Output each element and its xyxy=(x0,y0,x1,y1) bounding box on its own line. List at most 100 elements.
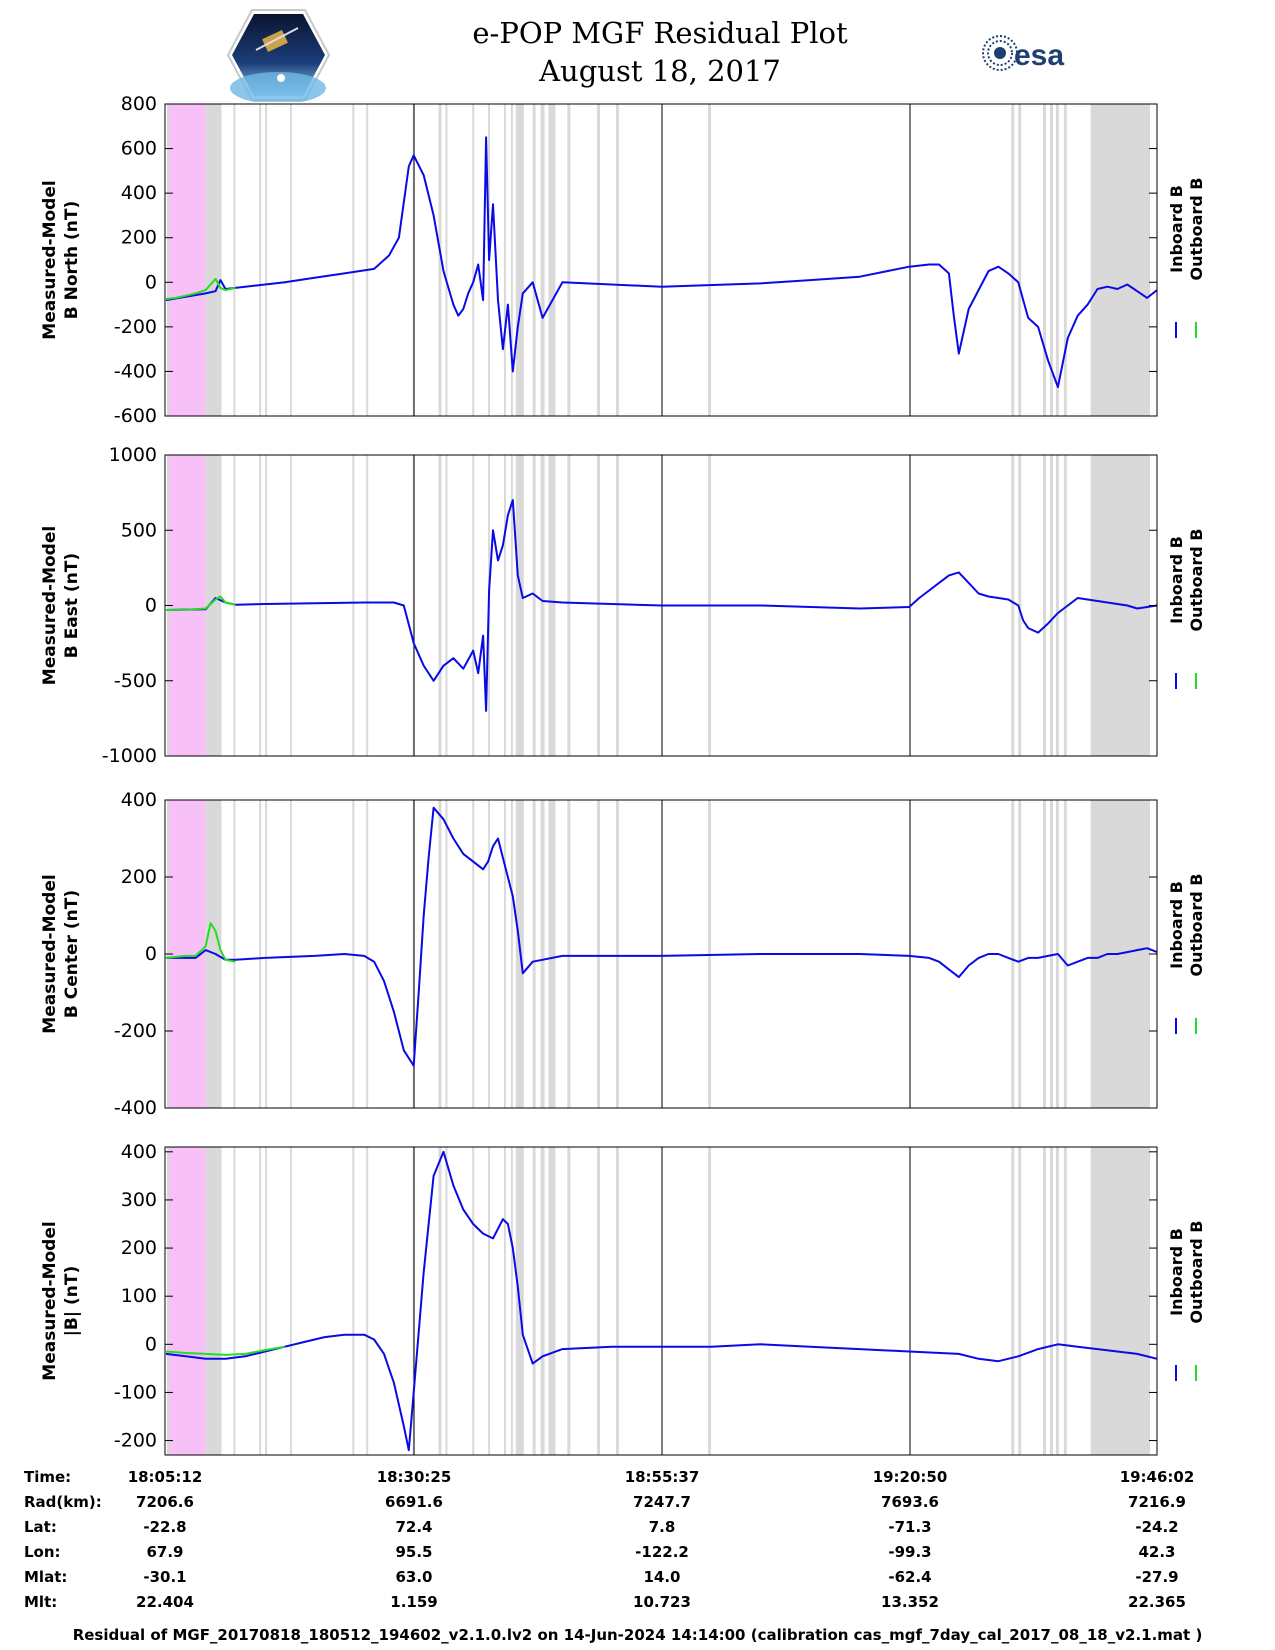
y-tick-label: 200 xyxy=(121,227,157,249)
data-gap-band xyxy=(1063,1147,1067,1455)
data-gap-band xyxy=(1011,104,1015,416)
data-gap-band xyxy=(1055,1147,1059,1455)
data-gap-band xyxy=(259,1147,262,1455)
ephemeris-cell: 63.0 xyxy=(395,1568,433,1586)
data-gap-band xyxy=(597,800,601,1108)
data-gap-band xyxy=(532,1147,536,1455)
ephemeris-cell: -122.2 xyxy=(635,1543,689,1561)
data-gap-band xyxy=(708,1147,712,1455)
data-gap-band xyxy=(366,800,369,1108)
y-tick-label: 400 xyxy=(121,1141,157,1163)
ephemeris-cell: 13.352 xyxy=(881,1593,939,1611)
data-gap-band xyxy=(366,1147,369,1455)
data-gap-band xyxy=(1049,1147,1053,1455)
ephemeris-cell: 7206.6 xyxy=(136,1493,194,1511)
y-tick-label: -600 xyxy=(114,405,157,427)
ephemeris-cell: 22.365 xyxy=(1128,1593,1186,1611)
data-gap-band xyxy=(472,455,475,756)
ephemeris-cell: 18:30:25 xyxy=(376,1468,452,1486)
data-gap-band xyxy=(259,104,262,416)
data-gap-band xyxy=(567,455,571,756)
data-gap-band xyxy=(540,455,545,756)
ephemeris-cell: 18:05:12 xyxy=(127,1468,203,1486)
ephemeris-table: Time: 18:05:12 18:30:25 18:55:37 19:20:50 19:… xyxy=(0,1468,1275,1628)
y-axis-label: B Center (nT) xyxy=(62,890,82,1018)
y-tick-label: -200 xyxy=(114,316,157,338)
data-gap-band xyxy=(615,800,619,1108)
data-gap-band xyxy=(1049,455,1053,756)
ephemeris-cell: -27.9 xyxy=(1135,1568,1179,1586)
y-tick-label: 400 xyxy=(121,182,157,204)
legend-label: Inboard B xyxy=(1167,1228,1186,1316)
legend-label: Inboard B xyxy=(1167,536,1186,624)
legend-label: Outboard B xyxy=(1187,874,1206,977)
ephemeris-row-label: Lat: xyxy=(24,1518,57,1536)
y-tick-label: 100 xyxy=(121,1285,157,1307)
y-tick-label: 1000 xyxy=(109,444,157,466)
data-gap-band xyxy=(515,455,524,756)
y-tick-label: -200 xyxy=(114,1430,157,1452)
y-tick-label: 0 xyxy=(145,1333,157,1355)
ephemeris-cell: 6691.6 xyxy=(385,1493,443,1511)
data-gap-band xyxy=(472,104,475,416)
data-gap-band xyxy=(532,455,536,756)
data-gap-band xyxy=(532,800,536,1108)
data-gap-band xyxy=(205,455,222,756)
data-gap-band xyxy=(1063,800,1067,1108)
ephemeris-cell: 67.9 xyxy=(146,1543,184,1561)
y-tick-label: 200 xyxy=(121,866,157,888)
data-gap-band xyxy=(445,800,448,1108)
ephemeris-cell: -71.3 xyxy=(888,1518,932,1536)
data-gap-band xyxy=(597,455,601,756)
chart-panel: -200 -100 0 100 200 300 400 Measured-Model |B| (… xyxy=(40,1141,1206,1456)
ephemeris-cell: -30.1 xyxy=(143,1568,187,1586)
chart-panel: -600 -400 -200 0 200 400 600 800 Measured-Model B… xyxy=(40,93,1206,427)
data-gap-band xyxy=(510,104,513,416)
ephemeris-cell: 14.0 xyxy=(643,1568,681,1586)
ephemeris-cell: 7247.7 xyxy=(633,1493,691,1511)
plot-frame xyxy=(164,799,1158,1109)
data-gap-band xyxy=(352,104,355,416)
data-gap-band xyxy=(503,1147,506,1455)
y-tick-label: -1000 xyxy=(102,745,157,767)
data-gap-band xyxy=(567,800,571,1108)
data-gap-band xyxy=(503,104,506,416)
legend-label: Outboard B xyxy=(1187,529,1206,632)
data-gap-band xyxy=(205,1147,222,1455)
footer-caption: Residual of MGF_20170818_180512_194602_v… xyxy=(72,1626,1203,1644)
ephemeris-cell: 95.5 xyxy=(395,1543,433,1561)
inboard-b-line xyxy=(165,136,1158,388)
data-gap-band xyxy=(548,1147,556,1455)
calibration-band xyxy=(168,455,206,756)
data-gap-band xyxy=(289,104,292,416)
data-gap-band xyxy=(265,1147,268,1455)
chart-title: e-POP MGF Residual Plot August 18, 2017 xyxy=(380,14,940,90)
data-gap-band xyxy=(1043,455,1047,756)
ephemeris-cell: 1.159 xyxy=(390,1593,438,1611)
chart-panel: -1000 -500 0 500 1000 Measured-Model B East (n… xyxy=(40,444,1206,767)
outboard-b-line xyxy=(165,922,236,963)
ephemeris-row-label: Lon: xyxy=(24,1543,61,1561)
y-tick-label: -100 xyxy=(114,1381,157,1403)
ephemeris-cell: 19:46:02 xyxy=(1119,1468,1195,1486)
data-gap-band xyxy=(615,455,619,756)
data-gap-band xyxy=(597,1147,601,1455)
data-gap-band xyxy=(540,1147,545,1455)
data-gap-band xyxy=(366,104,369,416)
data-gap-band xyxy=(708,104,712,416)
y-axis-label: Measured-Model xyxy=(40,180,60,339)
data-gap-band xyxy=(1090,455,1151,756)
data-gap-band xyxy=(259,455,262,756)
data-gap-band xyxy=(445,104,448,416)
data-gap-band xyxy=(548,455,556,756)
ephemeris-row-label: Mlt: xyxy=(24,1593,58,1611)
outboard-b-line xyxy=(165,277,236,300)
ephemeris-cell: 10.723 xyxy=(633,1593,691,1611)
data-gap-band xyxy=(510,1147,513,1455)
data-gap-band xyxy=(1063,104,1067,416)
data-gap-band xyxy=(1018,800,1022,1108)
data-gap-band xyxy=(567,104,571,416)
data-gap-band xyxy=(488,1147,491,1455)
esa-logo-text: esa xyxy=(1014,39,1064,72)
legend-label: Inboard B xyxy=(1167,185,1186,273)
